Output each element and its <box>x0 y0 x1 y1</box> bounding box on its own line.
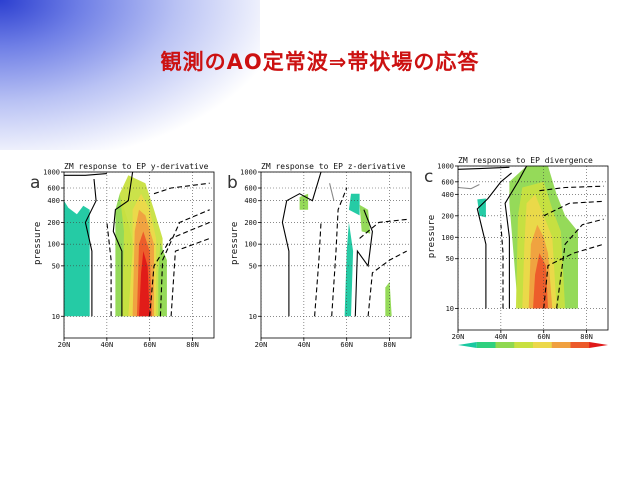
panel-c-xtick-label-40N: 40N <box>495 333 508 341</box>
panel-c-ytick-label-10: 10 <box>446 305 454 313</box>
panel-b-contour-0 <box>281 172 322 317</box>
panel-b-shade-4 <box>385 281 392 317</box>
panel-c-shade-5 <box>533 253 548 309</box>
panel-b-xtick-label-20N: 20N <box>255 341 268 349</box>
panel-b-xtick-label-80N: 80N <box>383 341 396 349</box>
panel-c-colorbar-seg-3 <box>514 342 534 348</box>
panel-c-colorbar-seg-0 <box>458 342 477 348</box>
panel-a-label: a <box>30 173 40 193</box>
panel-a-contour-5 <box>170 237 210 317</box>
panel-a-xtick-label-60N: 60N <box>143 341 156 349</box>
panel-c-ytick-label-400: 400 <box>441 191 454 199</box>
panel-b-frame <box>260 171 412 339</box>
panel-b-svg: b ZM response to EP z-derivative 10 50 100 20… <box>227 162 412 349</box>
panel-a-ytick-label-200: 200 <box>47 219 60 227</box>
panel-a-contour-0 <box>84 178 97 317</box>
panel-a-plot <box>64 172 214 338</box>
panel-c-contour-4 <box>556 218 604 309</box>
panel-c-contour-2 <box>504 166 528 309</box>
panel-b-ytick-label-400: 400 <box>244 197 257 205</box>
panel-a-ytick-label-100: 100 <box>47 241 60 249</box>
slide-title: 観測のAO定常波⇒帯状場の応答 <box>160 50 480 74</box>
panel-b-xtick-label-40N: 40N <box>298 341 311 349</box>
panel-c-colorbar-seg-1 <box>476 342 496 348</box>
panel-a-contour-6 <box>64 173 107 176</box>
panel-b-xtick-label-60N: 60N <box>340 341 353 349</box>
panel-c-frame <box>457 165 609 331</box>
panel-a-svg: a ZM response to EP y-derivative 10 50 100 20… <box>30 162 215 349</box>
panel-c-contour-5 <box>543 200 604 217</box>
panel-b-title: ZM response to EP z-derivative <box>261 162 406 171</box>
panel-a-xtick-label-40N: 40N <box>101 341 114 349</box>
panel-c-xtick-label-80N: 80N <box>580 333 593 341</box>
panel-c-ytick-label-100: 100 <box>441 234 454 242</box>
panel-c-ytick-label-600: 600 <box>441 178 454 186</box>
panel-c-colorbar-seg-2 <box>495 342 515 348</box>
panel-b-contour-2 <box>331 187 348 317</box>
panel-c-colorbar-seg-4 <box>533 342 553 348</box>
panel-a-frame <box>63 171 215 339</box>
panel-c-colorbar-seg-6 <box>570 342 590 348</box>
panel-c-contour-3 <box>543 243 604 309</box>
panel-b-plot <box>261 172 411 338</box>
panel-a-ytick-label-1000: 1000 <box>43 169 60 177</box>
panel-b-ytick-label-600: 600 <box>244 185 257 193</box>
panel-b-ytick-label-200: 200 <box>244 219 257 227</box>
panel-c-title: ZM response to EP divergence <box>458 156 593 165</box>
panel-b-shade-2 <box>359 204 371 234</box>
panel-b-contour-5 <box>359 218 407 239</box>
panel-c-colorbar-seg-5 <box>551 342 571 348</box>
panel-c-xtick-label-60N: 60N <box>537 333 550 341</box>
panel-c-contour-8 <box>458 184 480 190</box>
panel-a-contour-7 <box>153 182 210 195</box>
panel-c-contour-7 <box>458 166 510 170</box>
panel-b-ylabel: pressure <box>230 222 240 265</box>
panel-a-title: ZM response to EP y-derivative <box>64 162 209 171</box>
panel-c-chart: c ZM response to EP divergence 10 50 100 200 4… <box>422 156 617 363</box>
panel-c-ytick-label-50: 50 <box>446 255 454 263</box>
panel-a-ytick-label-10: 10 <box>52 313 60 321</box>
panel-a-shade-7 <box>158 244 167 317</box>
panel-c-colorbar-seg-7 <box>589 342 608 348</box>
panel-b-ytick-label-100: 100 <box>244 241 257 249</box>
panel-a-contour-2 <box>112 172 134 317</box>
panel-c-ylabel: pressure <box>427 215 437 258</box>
panel-c-contour-0 <box>476 172 512 309</box>
panel-a-contour-4 <box>159 209 210 317</box>
panel-c-plot <box>458 166 608 330</box>
panel-b-contour-3 <box>354 209 373 317</box>
panel-c-xtick-label-20N: 20N <box>452 333 465 341</box>
panel-b-shade-0 <box>344 222 354 317</box>
panel-a-contour-1 <box>106 222 112 317</box>
panel-b-contour-6 <box>329 183 335 201</box>
panel-c-ytick-label-200: 200 <box>441 212 454 220</box>
panel-b-chart: b ZM response to EP z-derivative 10 50 100 20… <box>225 158 415 358</box>
panel-b-shade-1 <box>348 193 360 216</box>
panel-a-chart: a ZM response to EP y-derivative 10 50 100 20… <box>28 158 218 358</box>
panel-a-shade-0 <box>64 200 90 317</box>
panel-a-ylabel: pressure <box>33 222 43 265</box>
panel-a-xtick-label-80N: 80N <box>186 341 199 349</box>
panel-c-contour-1 <box>500 224 504 309</box>
panel-a-ytick-label-50: 50 <box>52 262 60 270</box>
panel-c-ytick-label-1000: 1000 <box>437 163 454 171</box>
panel-a-shade-6 <box>139 251 150 317</box>
panel-c-contour-6 <box>539 185 604 192</box>
panel-b-ytick-label-50: 50 <box>249 262 257 270</box>
panel-a-ytick-label-400: 400 <box>47 197 60 205</box>
panel-b-contour-4 <box>367 250 407 317</box>
panel-c-svg: c ZM response to EP divergence 10 50 100 200 4… <box>424 156 609 348</box>
panel-c-label: c <box>424 167 433 187</box>
panel-a-xtick-label-20N: 20N <box>58 341 71 349</box>
panel-b-ytick-label-10: 10 <box>249 313 257 321</box>
panel-a-contour-3 <box>149 221 210 317</box>
corner-gradient-decoration <box>0 0 260 150</box>
panel-a-ytick-label-600: 600 <box>47 185 60 193</box>
panel-b-contour-1 <box>314 222 322 317</box>
panel-b-label: b <box>227 173 238 193</box>
panel-b-ytick-label-1000: 1000 <box>240 169 257 177</box>
